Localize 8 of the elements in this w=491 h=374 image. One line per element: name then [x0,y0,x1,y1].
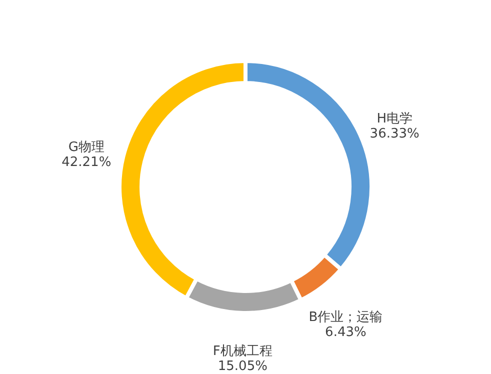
data-label: 6.43% [325,324,366,340]
slice-label: F机械工程 [212,344,272,359]
data-label: 36.33% [370,126,420,142]
slice-label: B作业；运输 [308,310,383,325]
data-label: 42.21% [62,155,112,170]
data-label: 15.05% [218,358,268,374]
slice-label: G物理 [68,140,104,156]
slice-label: H电学 [376,112,412,127]
